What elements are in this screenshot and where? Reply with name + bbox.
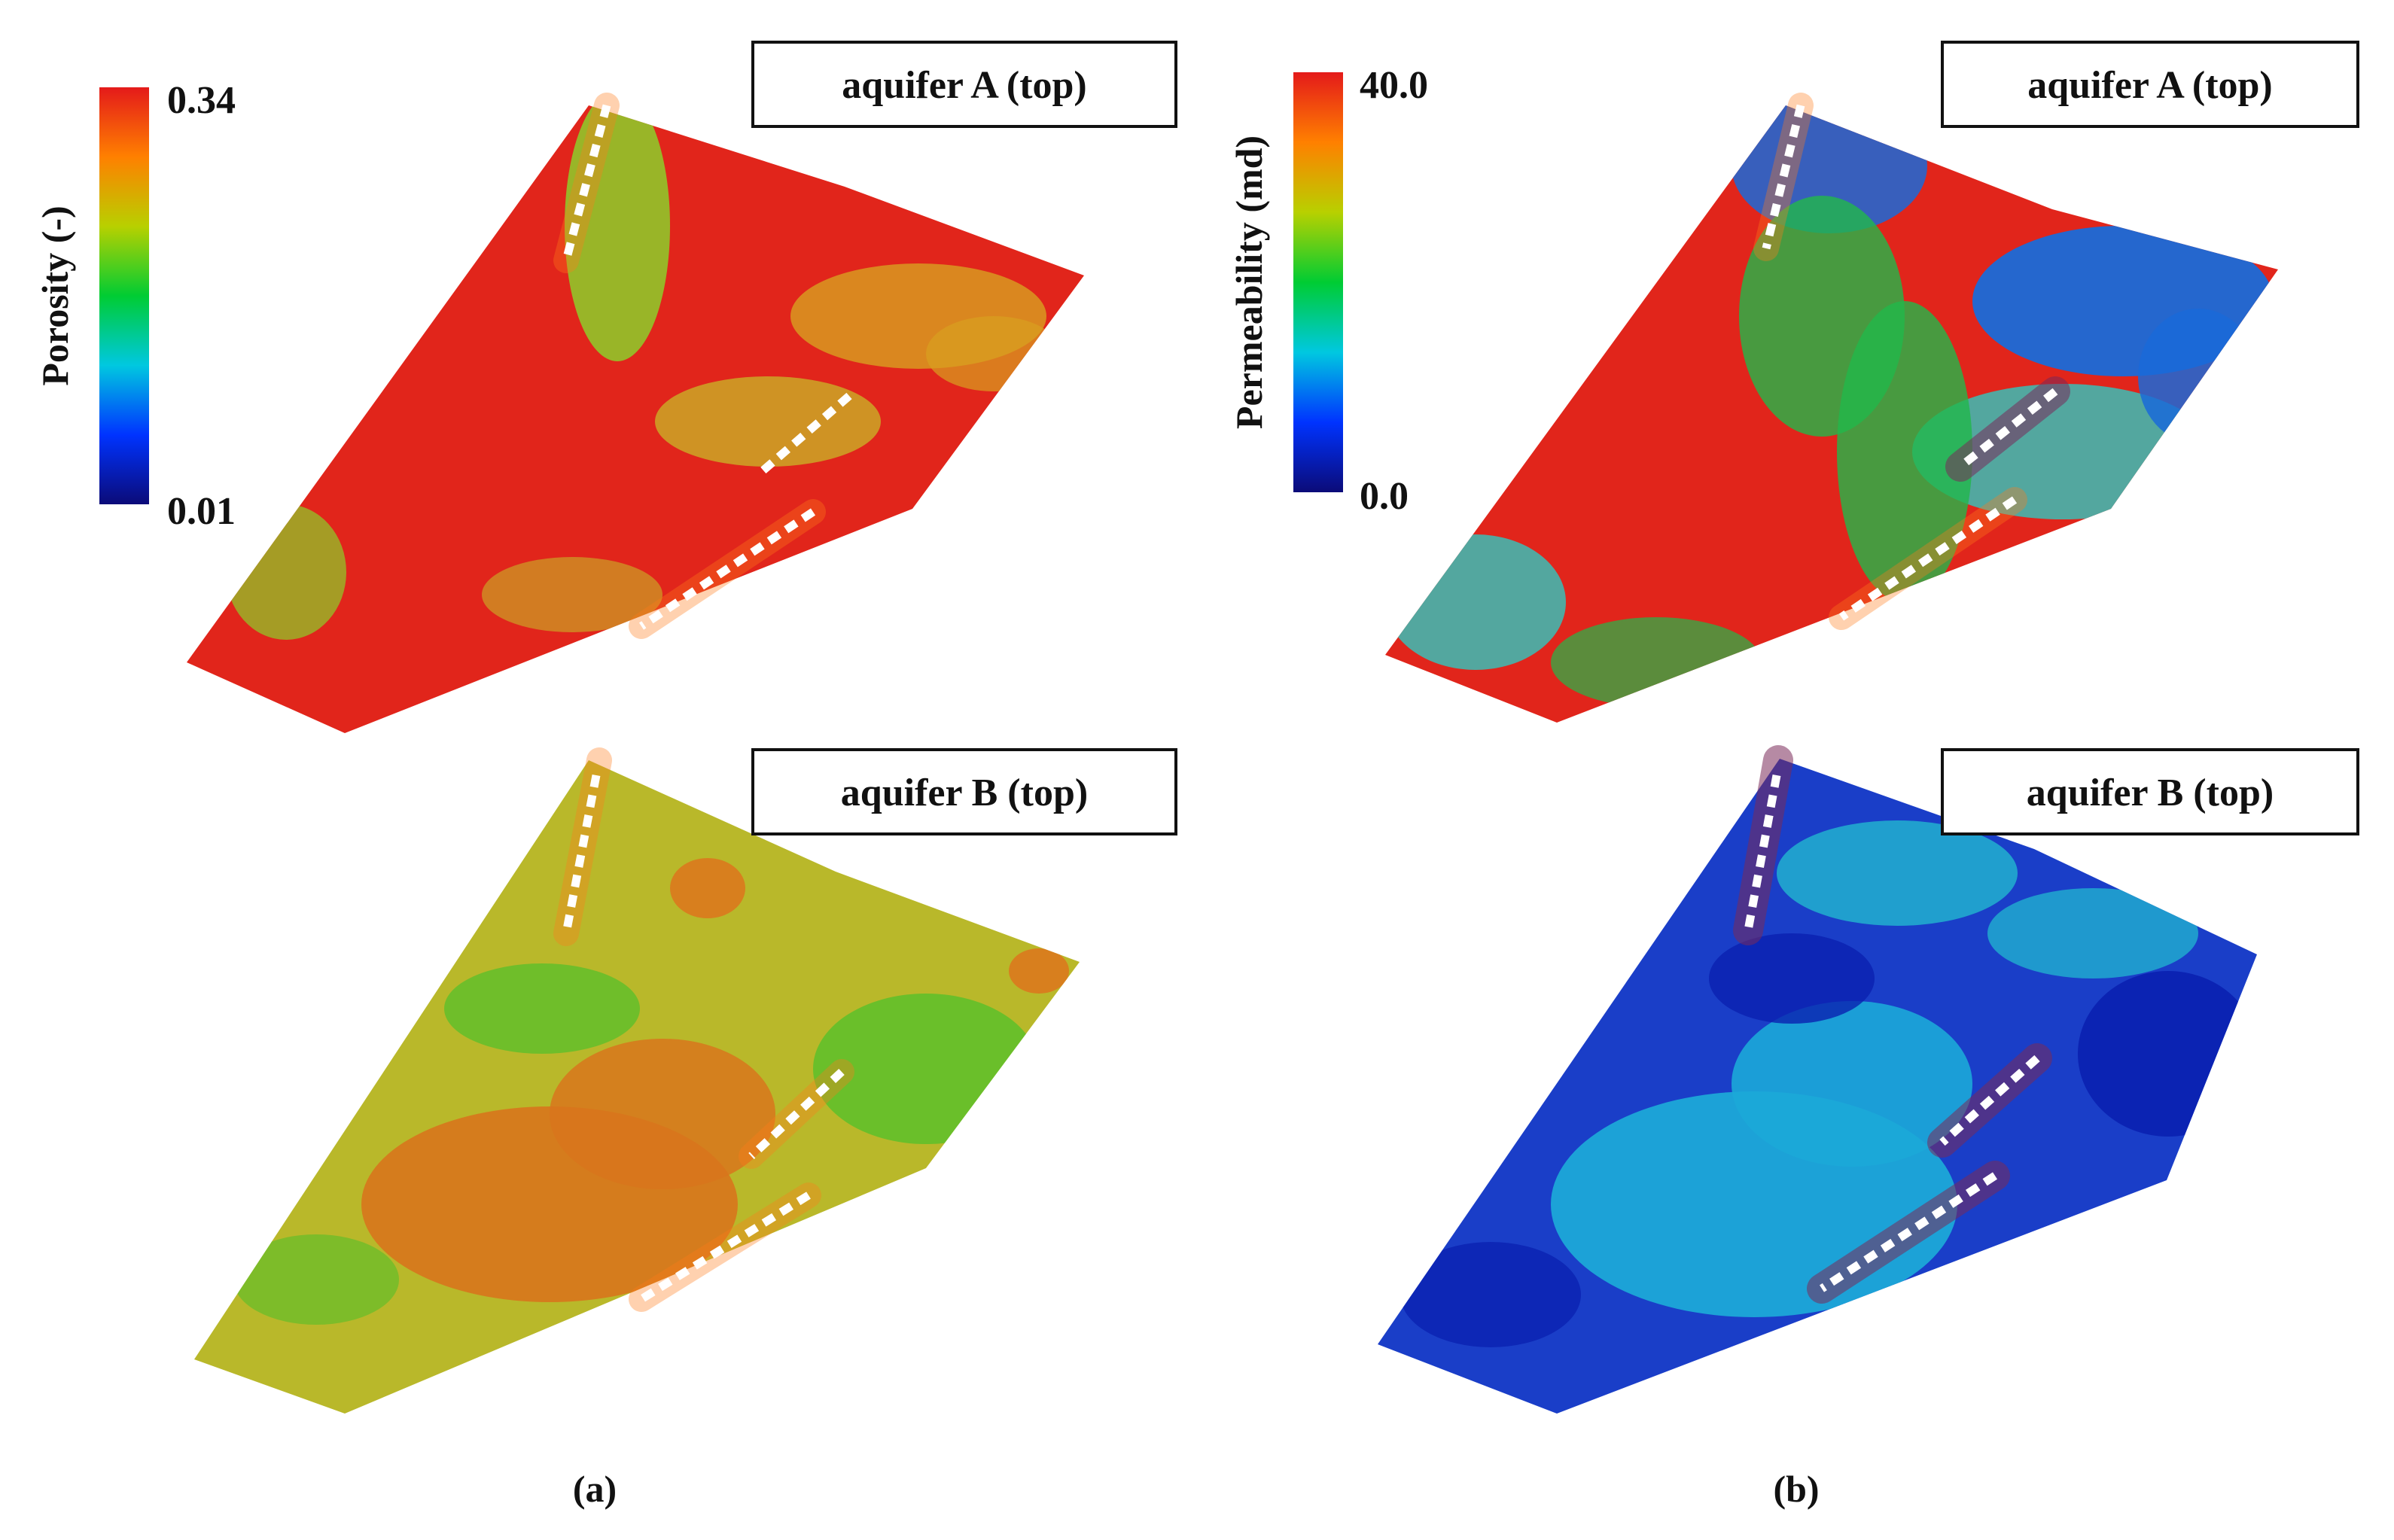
porosity-map-aquifer-b-wells xyxy=(553,747,854,1312)
porosity-colorbar-gradient xyxy=(99,87,149,504)
permeability-map-aquifer-b-wells xyxy=(1733,745,2052,1304)
map-patch xyxy=(1777,820,2018,926)
porosity-map-aquifer-a xyxy=(187,93,1084,733)
permeability-map-aquifer-a-patches xyxy=(1385,105,2274,708)
permeability-title-aquifer-a: aquifer A (top) xyxy=(1941,41,2359,128)
porosity-map-aquifer-a-shape xyxy=(187,105,1084,733)
title-text: aquifer B (top) xyxy=(2027,772,2274,814)
map-patch xyxy=(233,1234,399,1325)
porosity-colorbar: Porosity (-) 0.34 0.01 xyxy=(34,79,236,533)
map-patch xyxy=(1732,1001,1972,1167)
permeability-map-aquifer-a xyxy=(1385,93,2278,723)
permeability-map-aquifer-a-wells xyxy=(1753,93,2070,630)
porosity-colorbar-title: Porosity (-) xyxy=(34,205,76,385)
title-text: aquifer B (top) xyxy=(841,772,1088,814)
map-patch xyxy=(926,316,1061,391)
title-box xyxy=(751,748,1177,835)
map-patch xyxy=(1837,301,1972,602)
porosity-title-aquifer-a: aquifer A (top) xyxy=(751,41,1177,128)
map-patch xyxy=(1385,534,1566,670)
well-trajectory xyxy=(1945,376,2070,482)
title-box xyxy=(1941,748,2359,835)
map-patch xyxy=(2078,971,2257,1137)
map-patch xyxy=(444,963,640,1054)
porosity-map-aquifer-a-patches xyxy=(226,105,1061,640)
porosity-min-label: 0.01 xyxy=(167,490,236,533)
well-trajectory xyxy=(638,508,816,630)
permeability-colorbar-gradient xyxy=(1293,72,1343,492)
well-trajectory xyxy=(1744,775,1781,931)
permeability-min-label: 0.0 xyxy=(1360,475,1409,518)
permeability-colorbar-title: Permeability (md) xyxy=(1228,135,1270,429)
map-patch xyxy=(226,504,346,640)
title-text: aquifer A (top) xyxy=(2027,64,2273,107)
porosity-map-aquifer-b xyxy=(194,747,1080,1414)
panel-b: Permeability (md) 40.0 0.0 xyxy=(1228,41,2359,1510)
map-patch xyxy=(2138,309,2258,444)
panel-label-a: (a) xyxy=(573,1468,617,1510)
map-patch xyxy=(655,376,881,467)
well-trajectory xyxy=(562,104,611,262)
map-patch xyxy=(482,557,662,632)
map-patch xyxy=(1551,617,1762,708)
map-patch xyxy=(1709,933,1875,1024)
map-patch xyxy=(565,105,670,361)
permeability-max-label: 40.0 xyxy=(1360,64,1428,107)
permeability-map-aquifer-b xyxy=(1378,745,2257,1414)
permeability-title-aquifer-b: aquifer B (top) xyxy=(1941,748,2359,835)
map-patch xyxy=(1972,226,2274,376)
porosity-map-aquifer-a-wells xyxy=(553,93,852,639)
map-patch xyxy=(1987,888,2198,978)
well-trajectory xyxy=(562,774,601,935)
well-trajectory xyxy=(1838,496,2018,621)
map-patch xyxy=(1009,948,1069,994)
porosity-title-aquifer-b: aquifer B (top) xyxy=(751,748,1177,835)
map-patch xyxy=(670,858,745,918)
map-patch xyxy=(1400,1242,1581,1347)
title-text: aquifer A (top) xyxy=(842,64,1087,107)
title-box xyxy=(1941,41,2359,128)
title-box xyxy=(751,41,1177,128)
panel-a: Porosity (-) 0.34 0.01 xyxy=(34,41,1177,1510)
permeability-colorbar: Permeability (md) 40.0 0.0 xyxy=(1228,64,1428,518)
well-trajectory xyxy=(639,1192,811,1303)
well-trajectory xyxy=(1819,1172,1998,1292)
well-trajectory xyxy=(1939,1055,2040,1146)
well-trajectory xyxy=(748,1068,845,1160)
map-patch xyxy=(550,1039,775,1189)
panel-label-b: (b) xyxy=(1773,1468,1819,1510)
well-trajectory xyxy=(1762,104,1805,250)
porosity-max-label: 0.34 xyxy=(167,79,236,122)
